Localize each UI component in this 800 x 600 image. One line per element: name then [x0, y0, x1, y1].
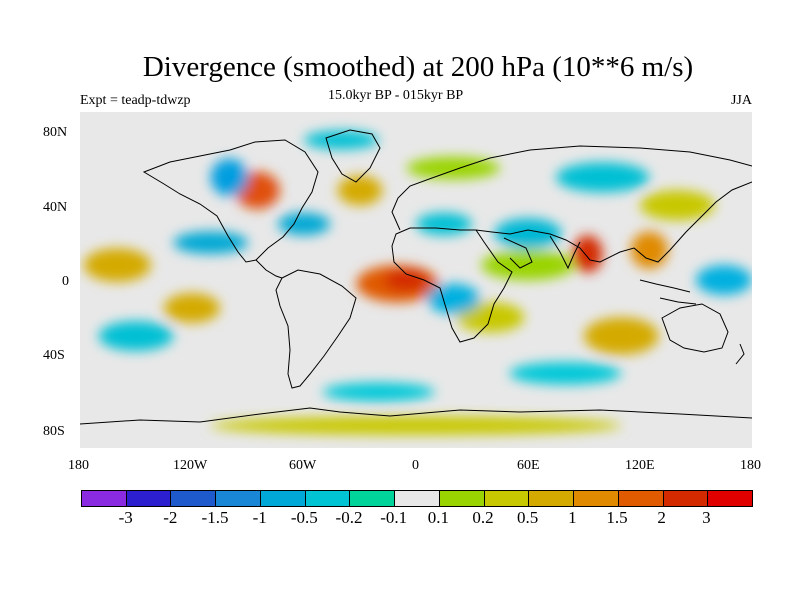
colorbar-label-11: 1.5 — [606, 508, 628, 527]
divergence-region-8 — [457, 302, 525, 333]
colorbar-label-8: 0.2 — [472, 508, 494, 527]
chart-title: Divergence (smoothed) at 200 hPa (10**6 … — [142, 51, 694, 83]
colorbar-label-5: -0.2 — [335, 508, 363, 527]
colorbar-label-0: -3 — [118, 508, 133, 527]
colorbar — [81, 490, 753, 507]
colorbar-label-6: -0.1 — [380, 508, 408, 527]
lon-tick-180-right: 180 — [740, 458, 761, 473]
divergence-region-13 — [210, 416, 622, 435]
colorbar-label-12: 2 — [657, 508, 666, 527]
lon-tick-60e: 60E — [517, 458, 540, 473]
divergence-region-6 — [481, 250, 575, 280]
divergence-region-18 — [427, 283, 480, 314]
colorbar-swatch-12 — [618, 491, 664, 506]
colorbar-swatch-0 — [82, 491, 127, 506]
colorbar-label-10: 1 — [568, 508, 577, 527]
divergence-region-24 — [556, 162, 650, 193]
coastlines — [80, 129, 752, 425]
colorbar-swatch-9 — [484, 491, 530, 506]
lat-tick-40n: 40N — [43, 200, 68, 215]
divergence-region-22 — [322, 382, 435, 402]
period-label: 15.0kyr BP - 015kyr BP — [328, 88, 464, 103]
colorbar-swatch-3 — [216, 491, 261, 506]
colorbar-swatch-8 — [439, 491, 485, 506]
map-panel — [80, 112, 752, 448]
divergence-region-11 — [640, 190, 715, 221]
lat-tick-80n: 80N — [43, 125, 68, 140]
colorbar-swatch-14 — [708, 491, 753, 506]
colorbar-label-7: 0.1 — [427, 508, 449, 527]
colorbar-label-13: 3 — [702, 508, 711, 527]
season-label: JJA — [730, 93, 752, 108]
divergence-region-4 — [630, 231, 668, 269]
lon-tick-0: 0 — [412, 458, 419, 473]
lon-tick-60w: 60W — [289, 458, 317, 473]
lat-tick-80s: 80S — [43, 424, 65, 439]
colorbar-swatch-2 — [171, 491, 217, 506]
colorbar-label-1: -2 — [163, 508, 178, 527]
experiment-label: Expt = teadp-tdwzp — [80, 93, 191, 108]
lat-tick-40s: 40S — [43, 348, 65, 363]
colorbar-label-2: -1.5 — [201, 508, 229, 527]
divergence-region-14 — [277, 212, 331, 236]
colorbar-swatch-13 — [663, 491, 709, 506]
divergence-region-10 — [337, 175, 383, 206]
divergence-region-7 — [584, 317, 659, 355]
lon-tick-120w: 120W — [173, 458, 208, 473]
divergence-region-20 — [98, 321, 174, 351]
colorbar-swatch-7 — [395, 491, 440, 506]
colorbar-swatch-6 — [350, 491, 396, 506]
divergence-region-16 — [416, 212, 472, 236]
divergence-region-15 — [210, 158, 248, 196]
divergence-region-23 — [173, 231, 248, 254]
divergence-region-21 — [509, 362, 622, 385]
colorbar-swatch-10 — [529, 491, 575, 506]
colorbar-label-3: -1 — [252, 508, 267, 527]
divergence-region-1 — [384, 268, 430, 292]
colorbar-swatch-11 — [574, 491, 619, 506]
colorbar-label-9: 0.5 — [517, 508, 539, 527]
colorbar-swatch-5 — [305, 491, 351, 506]
colorbar-label-4: -0.5 — [290, 508, 318, 527]
divergence-region-12 — [164, 293, 220, 323]
colorbar-swatch-1 — [126, 491, 172, 506]
lat-tick-0: 0 — [62, 274, 69, 289]
divergence-map — [80, 112, 752, 448]
colorbar-swatch-4 — [260, 491, 306, 506]
divergence-region-25 — [304, 130, 379, 150]
divergence-region-19 — [696, 265, 752, 295]
lon-tick-180-left: 180 — [68, 458, 89, 473]
divergence-region-5 — [83, 248, 151, 282]
divergence-region-9 — [406, 156, 501, 180]
lon-tick-120e: 120E — [625, 458, 655, 473]
divergence-field — [83, 130, 752, 435]
divergence-region-3 — [572, 235, 603, 273]
